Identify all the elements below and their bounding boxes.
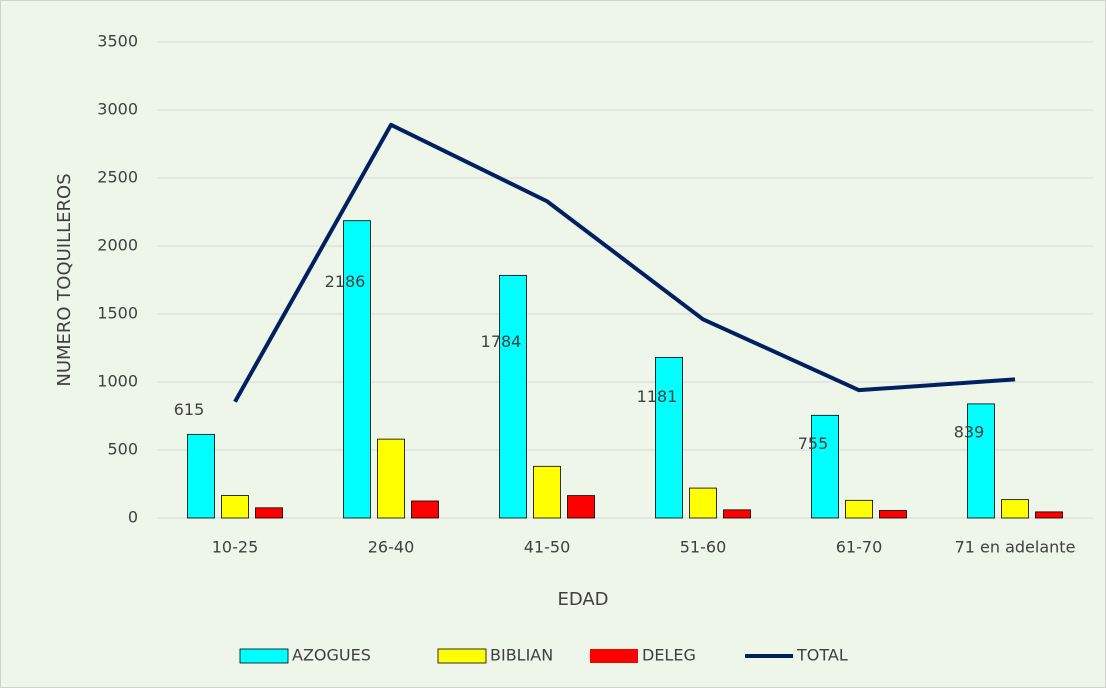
y-tick-label: 2000 [97, 236, 138, 255]
legend-label: AZOGUES [292, 646, 371, 665]
y-tick-label: 2500 [97, 168, 138, 187]
x-tick-label: 26-40 [368, 538, 415, 557]
line-series [233, 122, 1016, 403]
x-tick-label: 61-70 [836, 538, 883, 557]
bar [567, 495, 595, 519]
legend-swatch [437, 648, 487, 664]
x-tick-label: 51-60 [680, 538, 727, 557]
x-tick-label: 71 en adelante [955, 538, 1076, 557]
bar [377, 438, 405, 519]
y-tick-label: 3000 [97, 100, 138, 119]
y-tick-label: 0 [128, 508, 138, 527]
legend-label: TOTAL [796, 646, 848, 665]
data-label: 839 [954, 422, 985, 441]
y-tick-label: 1500 [97, 304, 138, 323]
y-axis-title: NUMERO TOQUILLEROS [54, 173, 75, 386]
bar [845, 499, 873, 519]
bar [411, 500, 439, 519]
legend-swatch [239, 648, 289, 664]
bar [533, 465, 561, 519]
bar [655, 356, 683, 519]
bar [811, 414, 839, 519]
bar [879, 510, 907, 519]
bar [723, 509, 751, 519]
bar [967, 403, 995, 519]
data-label: 2186 [325, 272, 366, 291]
legend-label: BIBLIAN [490, 646, 553, 665]
x-tick-label: 10-25 [212, 538, 259, 557]
data-label: 615 [174, 400, 205, 419]
bar [221, 495, 249, 519]
y-tick-label: 500 [107, 440, 138, 459]
y-tick-label: 1000 [97, 372, 138, 391]
bar [343, 220, 371, 519]
legend-label: DELEG [642, 646, 696, 665]
bar [499, 274, 527, 519]
data-label: 1181 [637, 387, 678, 406]
data-label: 1784 [481, 332, 522, 351]
y-tick-label: 3500 [97, 32, 138, 51]
bar [689, 487, 717, 519]
bar [1001, 499, 1029, 519]
bar [1035, 511, 1063, 519]
data-label: 755 [798, 434, 829, 453]
bar [187, 433, 215, 519]
bar [255, 507, 283, 519]
x-tick-label: 41-50 [524, 538, 571, 557]
legend-swatch [590, 649, 638, 663]
x-axis-title: EDAD [557, 589, 608, 610]
